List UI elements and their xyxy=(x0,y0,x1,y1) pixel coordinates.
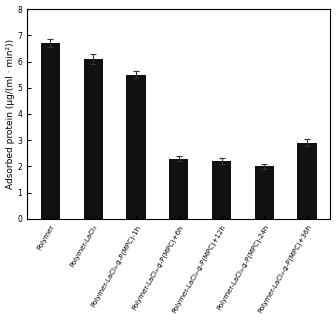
Y-axis label: Adsorbed protein (μg/(ml · min²)): Adsorbed protein (μg/(ml · min²)) xyxy=(6,39,14,189)
Bar xyxy=(255,166,274,219)
Bar xyxy=(212,161,231,219)
Bar xyxy=(84,59,103,219)
Bar xyxy=(41,43,60,219)
Bar xyxy=(169,158,188,219)
Bar xyxy=(126,75,145,219)
Bar xyxy=(297,143,317,219)
